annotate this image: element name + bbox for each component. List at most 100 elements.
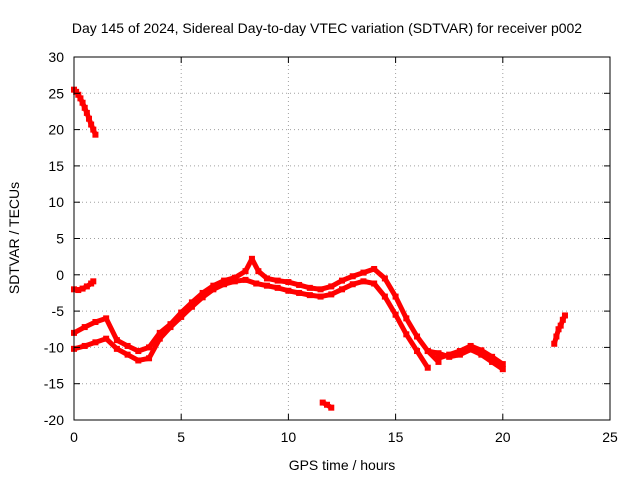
data-point	[446, 351, 453, 358]
x-tick-label: 25	[602, 429, 618, 445]
data-point	[559, 316, 566, 323]
data-point	[467, 342, 474, 349]
data-point	[467, 346, 474, 353]
data-point	[349, 281, 356, 288]
data-point	[188, 299, 195, 306]
data-point	[456, 351, 463, 358]
y-tick-label: 20	[48, 122, 64, 138]
x-tick-label: 15	[388, 429, 404, 445]
y-tick-label: 30	[48, 49, 64, 65]
series-early-short-arc	[71, 278, 97, 294]
data-point	[167, 324, 174, 331]
y-tick-label: -20	[44, 412, 64, 428]
data-point	[253, 280, 260, 287]
data-point	[248, 255, 255, 262]
data-point	[328, 404, 335, 411]
data-point	[360, 269, 367, 276]
data-point	[263, 282, 270, 289]
data-point	[178, 313, 185, 320]
data-point	[86, 115, 93, 122]
data-point	[274, 284, 281, 291]
data-point	[79, 285, 86, 292]
data-point	[156, 329, 163, 336]
data-point	[231, 278, 238, 285]
data-point	[414, 348, 421, 355]
data-point	[306, 292, 313, 299]
data-point	[79, 99, 86, 106]
data-point	[103, 315, 110, 322]
y-tick-label: -10	[44, 339, 64, 355]
data-point	[88, 121, 95, 128]
data-point	[75, 91, 82, 98]
data-point	[339, 286, 345, 293]
data-point	[90, 126, 97, 133]
data-point	[77, 95, 84, 102]
data-point	[255, 268, 262, 275]
data-point	[381, 275, 388, 282]
series-midnight-dip	[319, 399, 335, 411]
data-point	[456, 348, 463, 355]
data-point	[92, 131, 99, 138]
data-point	[113, 337, 120, 344]
data-point	[306, 284, 313, 291]
data-point	[478, 351, 485, 358]
data-point	[113, 345, 120, 352]
data-point	[188, 303, 195, 310]
data-point	[323, 401, 330, 408]
x-tick-label: 20	[495, 429, 511, 445]
y-tick-label: 10	[48, 194, 64, 210]
data-point	[328, 291, 335, 298]
data-point	[403, 315, 410, 322]
data-point	[135, 357, 142, 364]
data-point	[557, 322, 564, 329]
data-point	[561, 312, 568, 319]
data-point	[328, 283, 335, 290]
data-point	[274, 277, 281, 284]
data-point	[435, 355, 442, 362]
tick-layer: 0 5 10 15 20 25 -20 -15 -10 -5 0 5 10 15 20 25 30	[44, 49, 618, 445]
data-point	[221, 277, 228, 284]
data-point	[156, 335, 163, 342]
y-tick-label: -15	[44, 376, 64, 392]
series-end-fragment	[551, 312, 568, 347]
data-point	[424, 348, 431, 355]
data-point	[360, 278, 367, 285]
series-line	[71, 277, 431, 371]
y-tick-label: 5	[56, 231, 64, 247]
data-point	[317, 286, 324, 293]
series-arc-upper	[71, 255, 442, 365]
data-point	[319, 399, 326, 406]
data-point	[75, 287, 82, 294]
data-point	[551, 340, 558, 347]
data-point	[221, 281, 228, 288]
data-point	[103, 335, 110, 342]
data-point	[210, 282, 217, 289]
data-point	[263, 275, 270, 282]
data-point	[435, 358, 442, 365]
data-point	[381, 293, 388, 300]
data-point	[199, 289, 206, 296]
y-tick-label: -5	[52, 303, 65, 319]
data-point	[146, 355, 153, 362]
data-point	[90, 278, 97, 285]
data-point	[296, 281, 303, 288]
data-point	[403, 331, 410, 338]
data-point	[285, 287, 292, 294]
data-point	[92, 318, 99, 325]
data-point	[424, 364, 431, 371]
data-point	[555, 326, 562, 333]
y-tick-label: 15	[48, 158, 64, 174]
series-late-arc	[424, 346, 506, 373]
grid-layer	[74, 57, 610, 420]
data-point	[435, 350, 442, 357]
data-point	[553, 333, 560, 340]
data-point	[199, 294, 206, 301]
data-point	[83, 109, 90, 116]
data-point	[81, 104, 88, 111]
x-tick-label: 0	[70, 429, 78, 445]
data-point	[317, 293, 324, 300]
data-point	[81, 324, 88, 331]
data-point	[478, 347, 485, 354]
y-tick-label: 25	[48, 85, 64, 101]
